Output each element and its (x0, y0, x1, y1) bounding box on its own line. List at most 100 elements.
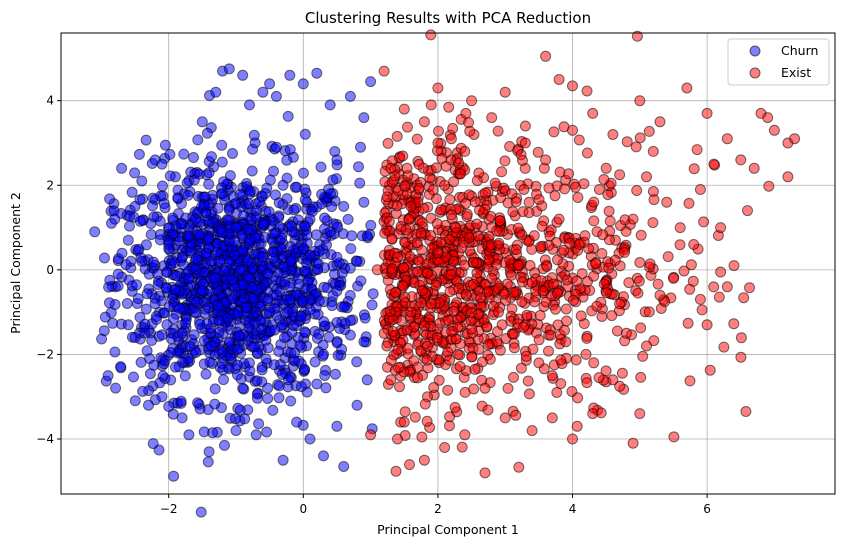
legend-churn-label: Churn (781, 43, 818, 58)
exist-point (536, 220, 548, 232)
exist-point (533, 194, 545, 205)
exist-point (450, 222, 462, 234)
churn-point (264, 306, 276, 318)
churn-point (126, 186, 138, 198)
exist-point (411, 237, 423, 249)
churn-point (344, 262, 356, 274)
churn-point (299, 194, 311, 205)
churn-point (354, 177, 366, 189)
churn-point (203, 167, 215, 179)
exist-point (698, 216, 710, 228)
churn-point (178, 148, 190, 160)
exist-point (537, 285, 549, 297)
exist-point (482, 286, 493, 298)
exist-point (453, 157, 465, 169)
churn-point (196, 116, 208, 128)
churn-point (143, 268, 155, 280)
churn-point (231, 359, 243, 371)
churn-point (216, 226, 228, 238)
exist-point (474, 204, 485, 216)
exist-point (631, 30, 643, 42)
churn-point (168, 257, 180, 269)
churn-point (262, 393, 274, 404)
exist-point (602, 189, 614, 201)
exist-point (654, 289, 666, 301)
exist-point (409, 411, 421, 423)
exist-point (404, 459, 415, 471)
exist-point (459, 429, 471, 441)
exist-point (590, 258, 602, 270)
exist-point (552, 287, 563, 299)
exist-point (463, 232, 475, 244)
churn-point (213, 315, 225, 327)
churn-point (124, 220, 135, 232)
churn-point (202, 456, 214, 468)
churn-point (273, 345, 285, 357)
exist-point (560, 336, 572, 348)
exist-point (543, 345, 554, 357)
churn-point (147, 200, 158, 212)
exist-point (713, 291, 725, 303)
exist-point (428, 382, 440, 393)
churn-point (355, 141, 366, 153)
exist-point (564, 237, 576, 249)
churn-point (180, 317, 192, 329)
churn-point (338, 461, 350, 472)
exist-point (449, 401, 461, 413)
exist-point (476, 356, 488, 368)
churn-point (180, 212, 192, 224)
churn-point (179, 370, 191, 382)
exist-point (691, 144, 703, 156)
exist-point (598, 174, 610, 185)
churn-point (165, 347, 177, 358)
exist-point (607, 129, 619, 140)
churn-point (358, 112, 370, 124)
churn-point (217, 188, 228, 200)
exist-point (533, 334, 545, 346)
churn-point (273, 392, 285, 404)
churn-point (351, 356, 363, 368)
churn-point (282, 374, 294, 386)
churn-point (99, 252, 110, 264)
churn-point (288, 204, 300, 216)
churn-point (140, 239, 152, 251)
exist-point (637, 350, 649, 362)
exist-point (421, 354, 433, 366)
exist-point (416, 285, 428, 297)
exist-point (518, 184, 530, 195)
exist-point (517, 155, 528, 166)
churn-point (116, 162, 128, 174)
exist-point (533, 357, 545, 369)
exist-point (460, 288, 472, 300)
exist-point (466, 95, 478, 107)
exist-point (694, 293, 706, 305)
exist-point (643, 125, 655, 137)
exist-point (627, 213, 639, 225)
churn-point (148, 256, 159, 268)
exist-point (550, 303, 561, 315)
churn-point (342, 213, 354, 225)
exist-point (393, 362, 404, 374)
churn-point (359, 312, 371, 324)
churn-point (169, 361, 181, 373)
exist-point (398, 103, 410, 115)
exist-point (641, 340, 652, 352)
churn-point (263, 206, 275, 218)
exist-point (425, 230, 437, 241)
churn-point (237, 382, 249, 394)
exist-point (378, 65, 390, 77)
churn-point (222, 214, 234, 226)
legend-exist-marker (749, 67, 761, 79)
churn-point (176, 412, 188, 424)
churn-point (270, 90, 282, 102)
exist-point (473, 343, 485, 355)
exist-point (735, 351, 747, 363)
churn-point (203, 446, 215, 458)
churn-point (331, 285, 343, 297)
exist-point (485, 210, 497, 222)
exist-point (399, 297, 411, 309)
exist-point (492, 125, 504, 137)
churn-point (291, 416, 303, 428)
exist-point (467, 257, 479, 268)
exist-point (668, 272, 679, 284)
